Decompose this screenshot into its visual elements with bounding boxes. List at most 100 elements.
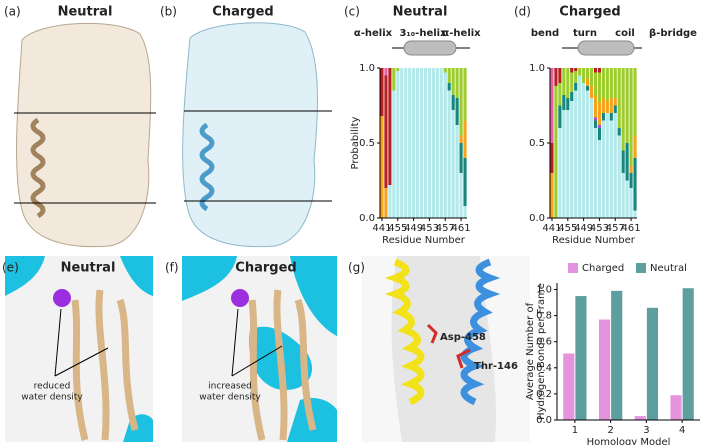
helix	[71, 289, 139, 441]
bar-segment	[633, 68, 637, 136]
chart-title: Neutral	[393, 5, 448, 20]
y-tick-label: 0.5	[529, 138, 545, 149]
y-tick-label: 0.2	[536, 389, 552, 400]
bar-segment	[621, 150, 625, 173]
x-tick-label: 441	[542, 223, 561, 234]
bar-segment	[609, 68, 613, 98]
bar-segment	[570, 72, 574, 92]
bar-segment	[463, 68, 467, 121]
bar-segment	[384, 68, 388, 76]
bar-segment	[574, 68, 578, 71]
bar-segment	[419, 68, 424, 218]
bar-segment	[613, 68, 617, 98]
bar-segment	[578, 68, 582, 76]
bar-segment	[582, 68, 586, 83]
bar-segment	[455, 98, 459, 125]
helix-icon	[403, 40, 457, 56]
bar-segment	[625, 143, 629, 181]
bar-segment	[554, 68, 558, 86]
bar-segment	[400, 68, 404, 218]
water-density	[182, 256, 337, 442]
bar-segment	[550, 173, 554, 218]
bar-segment	[625, 68, 629, 143]
bar-segment	[593, 95, 598, 118]
bar	[563, 353, 575, 420]
bar-segment	[558, 83, 562, 106]
helix	[30, 117, 46, 219]
legend-swatch	[568, 263, 578, 273]
bar-segment	[562, 95, 566, 110]
x-tick-label: 441	[372, 223, 391, 234]
bar-segment	[574, 83, 578, 91]
bar-segment	[396, 71, 400, 218]
bar-segment	[601, 120, 605, 218]
x-tick-label: 461	[622, 223, 641, 234]
x-tick-label: 453	[590, 223, 609, 234]
bar-segment	[597, 140, 602, 218]
side-chain	[426, 323, 471, 369]
bar-segment	[609, 113, 613, 121]
bar-segment	[589, 86, 594, 98]
bar-segment	[633, 158, 637, 211]
bar-segment	[613, 105, 617, 113]
arrow	[54, 308, 62, 377]
bar-segment	[439, 68, 443, 218]
bar-segment	[388, 185, 392, 218]
bar-segment	[570, 68, 574, 73]
panel-label: (e)	[2, 261, 19, 275]
y-tick-label: 0.0	[529, 213, 545, 224]
bar-segment	[605, 101, 609, 113]
protein-surface	[182, 22, 318, 248]
bar-segment	[459, 135, 463, 143]
bar-segment	[550, 68, 554, 143]
bar-segment	[570, 92, 574, 101]
x-tick-label: 455	[388, 223, 407, 234]
water-density	[5, 256, 153, 442]
legend-label: π-helix	[441, 28, 481, 39]
protein-surface	[362, 256, 530, 442]
bar-segment	[629, 165, 633, 173]
panel-label: (c)	[344, 5, 360, 19]
bar-segment	[597, 68, 602, 73]
annotation: water density	[21, 393, 83, 403]
legend-label: β-bridge	[649, 28, 697, 39]
y-tick-label: 0.4	[536, 363, 552, 374]
bar-segment	[597, 128, 602, 140]
y-axis-label: Probability	[350, 116, 361, 169]
chart-title: Charged	[559, 5, 620, 20]
bar-segment	[443, 72, 447, 218]
bar-segment	[451, 110, 455, 218]
bar-segment	[601, 68, 605, 98]
y-tick-label: 0.6	[536, 337, 552, 348]
bar-segment	[593, 117, 598, 121]
bar-segment	[380, 116, 384, 218]
x-tick-label: 1	[572, 425, 578, 436]
bar-segment	[593, 120, 598, 128]
bar-segment	[593, 128, 598, 218]
bar-segment	[459, 173, 463, 218]
bar-segment	[597, 102, 602, 125]
bar-segment	[459, 143, 463, 173]
x-tick-label: 453	[420, 223, 439, 234]
residue-label: Asp-458	[440, 332, 486, 343]
bar-segment	[415, 68, 420, 218]
bar-segment	[605, 68, 609, 101]
bar-segment	[558, 128, 562, 218]
panel-label: (b)	[160, 5, 177, 19]
bar	[682, 288, 694, 420]
annotation: reduced	[34, 382, 71, 392]
panel-title: Neutral	[58, 5, 113, 20]
bar-segment	[585, 86, 590, 91]
helix	[248, 289, 317, 441]
legend-label: bend	[531, 28, 559, 39]
bar-segment	[562, 110, 566, 218]
x-tick-label: 461	[452, 223, 471, 234]
bar-segment	[593, 68, 598, 73]
arrow	[54, 347, 109, 377]
bar-segment	[463, 120, 467, 158]
x-tick-label: 2	[607, 425, 613, 436]
bar-segment	[455, 125, 459, 218]
legend-label: turn	[573, 28, 597, 39]
x-tick-label: 457	[606, 223, 625, 234]
annotation: water density	[199, 393, 261, 403]
